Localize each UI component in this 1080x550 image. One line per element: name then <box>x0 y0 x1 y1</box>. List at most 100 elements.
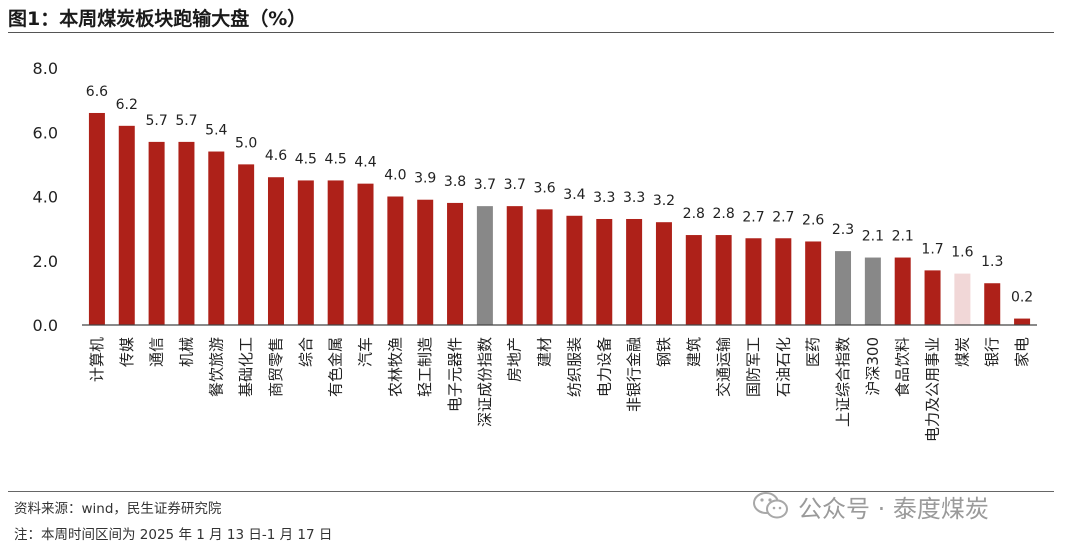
data-label: 2.6 <box>802 212 824 228</box>
data-label: 3.9 <box>414 171 436 187</box>
bar <box>357 183 374 325</box>
data-label: 1.7 <box>921 241 943 257</box>
category-label: 汽车 <box>357 337 375 367</box>
bar <box>655 222 672 325</box>
bar <box>536 209 553 325</box>
category-label: 钢铁 <box>655 337 673 367</box>
bar <box>267 177 284 325</box>
data-label: 2.1 <box>892 229 914 245</box>
bar <box>327 180 344 325</box>
data-label: 3.4 <box>563 187 585 203</box>
period-note: 注：本周时间区间为 2025 年 1 月 13 日-1 月 17 日 <box>14 527 333 543</box>
bar <box>685 235 702 325</box>
data-label: 2.1 <box>862 229 884 245</box>
data-label: 4.5 <box>325 151 347 167</box>
bar <box>417 199 434 325</box>
wechat-icon <box>753 492 788 519</box>
source-note: 资料来源：wind，民生证券研究院 <box>14 501 222 517</box>
bar <box>894 257 911 325</box>
data-label: 5.7 <box>175 113 197 129</box>
category-label: 建筑 <box>685 337 703 367</box>
data-label: 1.6 <box>951 245 973 261</box>
data-label: 6.2 <box>116 97 138 113</box>
category-label: 食品饮料 <box>894 337 912 397</box>
category-label: 房地产 <box>506 337 524 382</box>
bar <box>178 141 195 325</box>
category-label: 交通运输 <box>715 337 733 397</box>
bar <box>208 151 225 325</box>
watermark-text: 公众号 · 泰度煤炭 <box>798 494 989 523</box>
bar <box>88 112 105 325</box>
category-label: 有色金属 <box>327 337 345 397</box>
bar <box>506 206 523 325</box>
bar <box>476 206 493 325</box>
category-label: 机械 <box>177 337 195 367</box>
category-label: 非银行金融 <box>625 337 643 412</box>
data-label: 4.4 <box>354 155 376 171</box>
data-label: 3.3 <box>593 190 615 206</box>
y-tick-label: 6.0 <box>33 123 58 142</box>
bar <box>387 196 404 325</box>
category-label: 综合 <box>297 337 315 367</box>
bar <box>148 141 165 325</box>
data-label: 3.3 <box>623 190 645 206</box>
bar <box>1014 318 1031 325</box>
category-label: 家电 <box>1013 337 1031 367</box>
bar <box>954 273 971 325</box>
data-label: 5.0 <box>235 135 257 151</box>
data-label: 2.7 <box>742 209 764 225</box>
category-label: 深证成份指数 <box>476 337 494 427</box>
bar <box>864 257 881 325</box>
category-label: 石油石化 <box>774 337 792 397</box>
data-label: 3.7 <box>504 177 526 193</box>
category-label: 轻工制造 <box>416 337 434 397</box>
bar <box>805 241 822 325</box>
bar <box>835 251 852 325</box>
data-label: 2.7 <box>772 209 794 225</box>
data-label: 5.4 <box>205 123 227 139</box>
category-label: 农林牧渔 <box>386 337 404 397</box>
category-label: 上证综合指数 <box>834 337 852 427</box>
bar <box>775 238 792 325</box>
bar <box>626 218 643 325</box>
category-label: 银行 <box>983 337 1001 367</box>
data-label: 0.2 <box>1011 290 1033 306</box>
bar <box>596 218 613 325</box>
category-label: 电子元器件 <box>446 337 464 412</box>
category-label: 沪深300 <box>864 337 882 396</box>
data-label: 1.3 <box>981 254 1003 270</box>
category-label: 商贸零售 <box>267 337 285 397</box>
category-label: 通信 <box>148 337 166 367</box>
category-label: 电力设备 <box>595 337 613 397</box>
figure-title: 图1：本周煤炭板块跑输大盘（%） <box>8 8 307 30</box>
category-label: 纺织服装 <box>565 337 583 397</box>
bar <box>118 125 135 325</box>
bar <box>984 283 1001 325</box>
bar <box>566 215 583 325</box>
category-label: 电力及公用事业 <box>924 337 942 442</box>
data-label: 3.2 <box>653 193 675 209</box>
bar <box>715 235 732 325</box>
category-label: 建材 <box>536 337 554 367</box>
data-label: 3.7 <box>474 177 496 193</box>
bar <box>745 238 762 325</box>
category-label: 国防军工 <box>744 337 762 397</box>
watermark: 公众号 · 泰度煤炭 <box>752 489 989 523</box>
data-label: 6.6 <box>86 84 108 100</box>
category-label: 医药 <box>804 337 822 367</box>
data-label: 5.7 <box>145 113 167 129</box>
data-label: 4.6 <box>265 148 287 164</box>
bar <box>297 180 314 325</box>
bar <box>238 164 255 325</box>
title-rule <box>8 32 1054 33</box>
data-label: 4.0 <box>384 168 406 184</box>
data-label: 3.8 <box>444 174 466 190</box>
footer-rule <box>8 491 1054 492</box>
y-tick-label: 4.0 <box>33 188 58 207</box>
bar <box>447 202 464 325</box>
data-label: 3.6 <box>533 180 555 196</box>
category-label: 餐饮旅游 <box>207 337 225 397</box>
bar <box>924 270 941 325</box>
y-tick-label: 2.0 <box>33 252 58 271</box>
